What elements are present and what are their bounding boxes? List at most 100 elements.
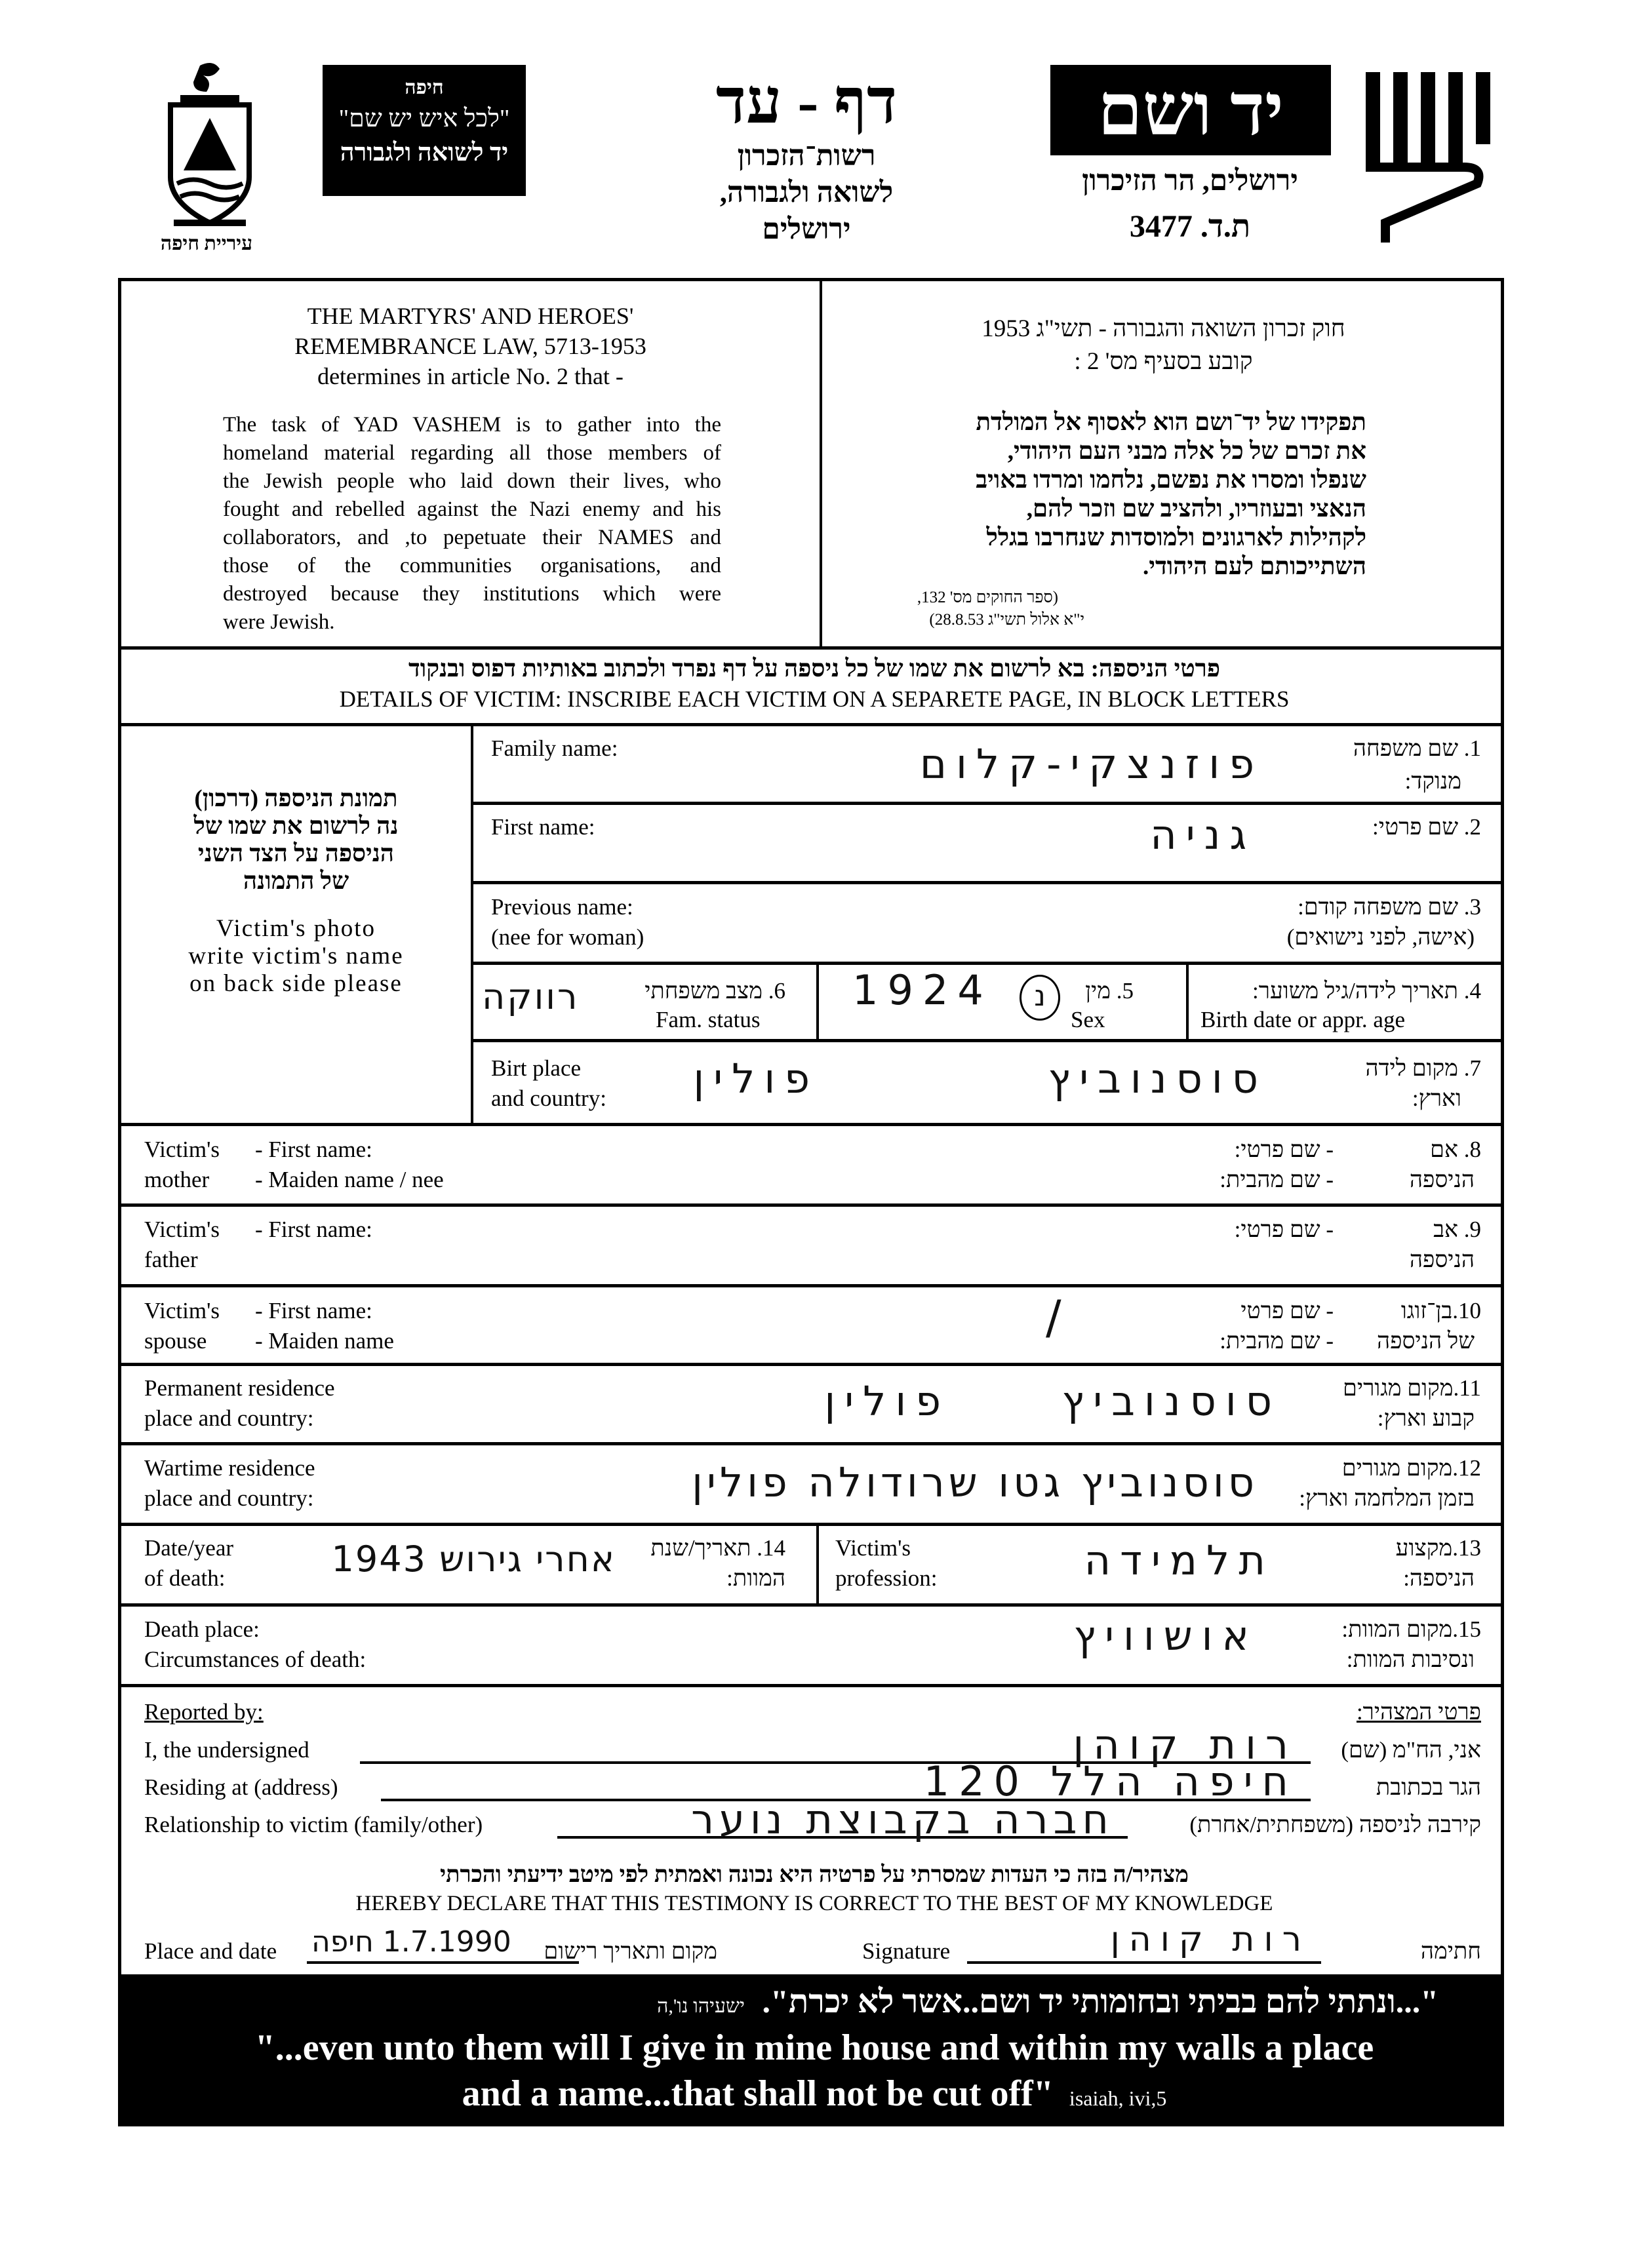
spouse-maiden-name-label: - Maiden name (255, 1328, 394, 1354)
sex-value-circle[interactable]: נ (1020, 975, 1060, 1021)
banner-he-ref: ישעיהו נו',ה (657, 1995, 745, 2017)
fam-status-value[interactable]: רווקה (482, 976, 580, 1017)
undersigned-value[interactable]: רות קוהן (1073, 1721, 1298, 1769)
spouse-label-en-2: spouse (144, 1328, 207, 1354)
banner-he-text: "...ונתתי להם בביתי ובחומותי יד ושם..אשר… (762, 1983, 1438, 2020)
banner-en-text-2: and a name...that shall not be cut off" (462, 2073, 1054, 2114)
sex-label-he: 5. מין (1085, 978, 1134, 1004)
spouse-value[interactable]: / (1046, 1291, 1071, 1344)
law-en-title-3: determines in article No. 2 that - (317, 363, 624, 389)
spouse-maiden-name-label-he: - שם מהבית: (1220, 1328, 1334, 1354)
place-date-value[interactable]: 1.7.1990 חיפה (311, 1925, 511, 1959)
signature-value[interactable]: רות קוהן (1110, 1920, 1311, 1959)
mother-maiden-name-label-he: - שם מהבית: (1220, 1167, 1334, 1192)
details-heading-he: פרטי הניספה: בא לרשום את שמו של כל ניספה… (408, 655, 1220, 682)
birth-place-label-he-2: וארץ: (1412, 1085, 1461, 1111)
birth-place-label-en-2: and country: (491, 1085, 606, 1111)
law-he-body-3: שנפלו ומסרו את נפשם, נלחמו ומרדו באויב (976, 467, 1366, 494)
law-he-title-1: חוק זכרון השואה והגבורה - תשי"ג 1953 (982, 315, 1345, 342)
photo-en-2: write victim's name (188, 943, 404, 969)
death-place-label-he: 15.מקום המוות: (1341, 1616, 1481, 1642)
wartime-residence-label-en-2: place and country: (144, 1485, 314, 1511)
law-en-body-1: The task of YAD VASHEM is to gather into… (223, 413, 721, 437)
father-label-he-2: הניספה (1409, 1247, 1475, 1272)
mother-first-name-label: - First name: (255, 1137, 372, 1162)
death-date-label-en: Date/year (144, 1535, 234, 1561)
wartime-residence-label-he-2: בזמן המלחמה וארץ: (1299, 1485, 1475, 1511)
father-label-en: Victim's (144, 1217, 220, 1242)
mother-label-he: 8. אם (1430, 1137, 1481, 1162)
spouse-label-he: 10.בן־זוגו (1400, 1298, 1481, 1323)
permanent-residence-label-he-2: קבוע וארץ: (1377, 1405, 1475, 1431)
law-en-body-6: those of the communities organisations, … (223, 554, 721, 577)
law-en-body-7: destroyed because they institutions whic… (223, 582, 721, 606)
details-heading-en: DETAILS OF VICTIM: INSCRIBE EACH VICTIM … (339, 686, 1290, 712)
father-first-name-label-he: - שם פרטי: (1234, 1217, 1334, 1242)
spouse-first-name-label: - First name: (255, 1298, 372, 1323)
law-en-body-4: fought and rebelled against the Nazi ene… (223, 498, 721, 521)
law-en-body-2: homeland material regarding all those me… (223, 441, 721, 465)
signature-label-he: חתימה (1420, 1938, 1481, 1964)
relationship-label-he: קירבה לניספה (משפחתית/אחרת) (1189, 1812, 1481, 1837)
address-value[interactable]: חיפה הלל 120 (923, 1757, 1298, 1805)
law-en-body-5: collaborators, and ,to pepetuate their N… (223, 526, 721, 549)
death-place-label-en-2: Circumstances of death: (144, 1647, 367, 1672)
spouse-first-name-label-he: - שם פרטי (1240, 1298, 1334, 1323)
law-he-body-6: השתייכותם לעם היהודי. (1143, 553, 1366, 580)
law-en-title-2: REMEMBRANCE LAW, 5713-1953 (294, 333, 646, 359)
law-en-title-1: THE MARTYRS' AND HEROES' (307, 303, 634, 329)
profession-label-en: Victim's (835, 1535, 911, 1561)
isaiah-quote-banner: "...ונתתי להם בביתי ובחומותי יד ושם..אשר… (121, 1974, 1501, 2123)
death-date-value[interactable]: אחרי גירוש 1943 (331, 1538, 616, 1580)
place-date-label-en: Place and date (144, 1938, 277, 1964)
photo-he-4: של התמונה (243, 868, 349, 895)
photo-en-3: on back side please (189, 970, 403, 997)
declaration-he: מצהיר/ה בזה כי העדות שמסרתי על פרטיה היא… (439, 1862, 1189, 1887)
banner-en-line-2: and a name...that shall not be cut off" … (121, 2073, 1507, 2115)
permanent-residence-country-value[interactable]: פולין (824, 1377, 950, 1425)
place-date-label-he: מקום ותאריך רישום (544, 1938, 717, 1964)
wartime-residence-value[interactable]: סוסנוביץ גטו שרודולה פולין (692, 1458, 1258, 1506)
law-en-body-8: were Jewish. (223, 610, 335, 634)
page-title-block: דף - עד רשות־הזכרון לשואה ולגבורה, ירושל… (656, 66, 957, 248)
father-label-he: 9. אב (1433, 1217, 1481, 1242)
photo-en-1: Victim's photo (216, 915, 376, 942)
permanent-residence-place-value[interactable]: סוסנוביץ (1061, 1377, 1281, 1425)
birth-country-value[interactable]: פולין (693, 1055, 819, 1103)
law-he-body-1: תפקידו של יד־ושם הוא לאסוף אל המולדת (976, 409, 1366, 436)
haifa-box-line1: חיפה (405, 77, 444, 98)
law-he-source-1: (ספר החוקים מס' 132, (917, 589, 1058, 606)
birth-date-value[interactable]: 1924 (852, 966, 993, 1014)
previous-name-label-he-2: (אישה, לפני נישואים) (1286, 924, 1475, 950)
birth-date-label-en: Birth date or appr. age (1200, 1007, 1405, 1032)
previous-name-label-en-2: (nee for woman) (491, 924, 644, 950)
address-label-he: הגר בכתובת (1376, 1774, 1481, 1800)
sex-label-en: Sex (1071, 1007, 1105, 1032)
first-name-label-en: First name: (491, 814, 595, 840)
relationship-value[interactable]: חברה בקבוצת נוער (691, 1795, 1114, 1843)
mother-maiden-name-label: - Maiden name / nee (255, 1167, 444, 1192)
father-label-en-2: father (144, 1247, 198, 1272)
first-name-label-he: 2. שם פרטי: (1372, 814, 1481, 840)
father-first-name-label: - First name: (255, 1217, 372, 1242)
profession-value[interactable]: תלמידה (1084, 1536, 1275, 1584)
birth-place-value[interactable]: סוסנוביץ (1048, 1055, 1267, 1103)
law-en-body-3: the Jewish people who laid down their li… (223, 469, 721, 493)
yad-vashem-logo-box: יד ושם (1050, 65, 1331, 155)
death-date-label-he: 14. תאריך/שנת (650, 1535, 785, 1561)
profession-label-he-2: הניספה: (1403, 1565, 1475, 1591)
death-date-label-en-2: of death: (144, 1565, 226, 1591)
yad-vashem-address: ירושלים, הר הזיכרון (1082, 165, 1298, 197)
birth-place-label-en: Birt place (491, 1055, 582, 1081)
profession-label-he: 13.מקצוע (1395, 1535, 1481, 1561)
victim-photo-placeholder[interactable]: תמונת הניספה (דרכון) נה לרשום את שמו של … (121, 723, 471, 1123)
first-name-value[interactable]: גניה (1150, 811, 1256, 859)
previous-name-label-he: 3. שם משפחה קודם: (1298, 894, 1481, 920)
family-name-value[interactable]: פוזנצקי-קלום (919, 740, 1263, 788)
law-he-source-2: י"א אלול תשי"ג 28.8.53) (929, 611, 1084, 629)
death-place-value[interactable]: אושוויץ (1073, 1612, 1258, 1660)
address-label-en: Residing at (address) (144, 1774, 338, 1800)
spouse-label-en: Victim's (144, 1298, 220, 1323)
page-title: דף - עד (715, 66, 898, 136)
banner-en-line-1: "...even unto them will I give in mine h… (254, 2027, 1374, 2068)
